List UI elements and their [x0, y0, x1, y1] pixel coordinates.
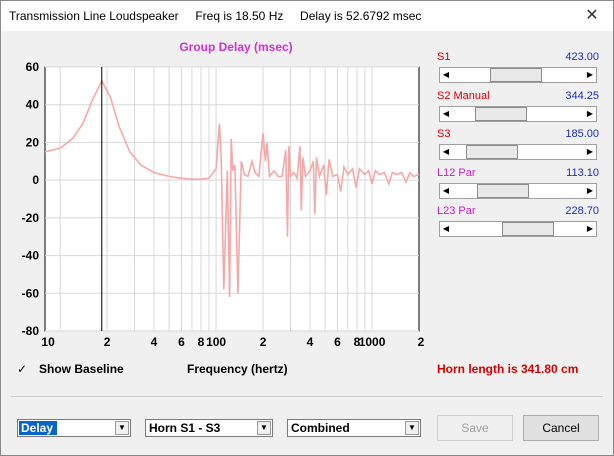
- slider-group: S2 Manual 344.25 ◀ ▶: [437, 90, 601, 128]
- slider-track[interactable]: ◀ ▶: [439, 67, 597, 83]
- x-tick-label: 2: [260, 335, 267, 349]
- show-baseline-checkbox[interactable]: ✓: [17, 362, 28, 376]
- slider-track[interactable]: ◀ ▶: [439, 182, 597, 199]
- slider-label: S2 Manual: [437, 89, 490, 102]
- slider-thumb[interactable]: [489, 68, 542, 82]
- slider-track[interactable]: ◀ ▶: [439, 144, 597, 160]
- y-tick-label: 60: [26, 60, 40, 74]
- slider-track[interactable]: ◀ ▶: [439, 221, 597, 237]
- arrow-right-icon[interactable]: ▶: [586, 185, 594, 195]
- mode-select[interactable]: Combined ▼: [287, 419, 421, 437]
- section-select[interactable]: Horn S1 - S3 ▼: [145, 419, 273, 437]
- slider-thumb[interactable]: [501, 222, 554, 236]
- y-tick-label: -60: [22, 286, 40, 300]
- arrow-left-icon[interactable]: ◀: [442, 70, 450, 79]
- slider-value: 228.70: [565, 205, 599, 217]
- slider-thumb[interactable]: [475, 106, 528, 121]
- x-tick-label: 2: [418, 335, 425, 349]
- arrow-right-icon[interactable]: ▶: [586, 147, 594, 156]
- x-tick-label: 100: [206, 335, 226, 349]
- x-tick-label: 8: [354, 335, 361, 349]
- x-tick-label: 1000: [359, 335, 386, 349]
- window-title: Transmission Line Loudspeaker Freq is 18…: [9, 9, 422, 23]
- y-tick-label: 20: [26, 135, 40, 149]
- plot-type-value: Delay: [17, 420, 59, 436]
- y-tick-label: -80: [22, 324, 40, 338]
- save-button[interactable]: Save: [437, 415, 513, 441]
- arrow-left-icon[interactable]: ◀: [442, 185, 450, 195]
- chevron-down-icon[interactable]: ▼: [115, 421, 129, 435]
- y-axis-ticks: 60 40 20 0 -20 -40 -60 -80: [22, 60, 40, 338]
- plot-type-select[interactable]: Delay ▼: [17, 419, 131, 437]
- group-delay-chart[interactable]: Group Delay (msec) 60 40 20 0 -20 -40 -60 -80 1…: [11, 37, 431, 355]
- slider-label: L12 Par: [437, 166, 476, 179]
- x-tick-label: 6: [178, 335, 185, 349]
- cancel-button[interactable]: Cancel: [523, 415, 599, 441]
- arrow-left-icon[interactable]: ◀: [442, 224, 450, 233]
- mode-value: Combined: [291, 421, 350, 435]
- close-icon[interactable]: ✕: [585, 7, 599, 24]
- group-delay-series: [44, 79, 420, 298]
- x-tick-label: 4: [151, 335, 158, 349]
- arrow-left-icon[interactable]: ◀: [442, 147, 450, 156]
- slider-value: 344.25: [565, 89, 599, 102]
- slider-thumb[interactable]: [466, 145, 519, 159]
- slider-value: 423.00: [565, 51, 599, 63]
- show-baseline-label[interactable]: Show Baseline: [39, 362, 124, 376]
- y-tick-label: -40: [22, 249, 40, 263]
- horn-length-text: Horn length is 341.80 cm: [437, 362, 579, 376]
- divider: [11, 396, 603, 397]
- x-tick-label: 8: [198, 335, 205, 349]
- slider-group: S3 185.00 ◀ ▶: [437, 128, 601, 166]
- chevron-down-icon[interactable]: ▼: [257, 421, 271, 435]
- plot-background: [44, 66, 420, 332]
- arrow-right-icon[interactable]: ▶: [586, 108, 594, 118]
- y-tick-label: 40: [26, 98, 40, 112]
- arrow-left-icon[interactable]: ◀: [442, 108, 450, 118]
- slider-group: L23 Par 228.70 ◀ ▶: [437, 205, 601, 243]
- slider-value: 185.00: [565, 128, 599, 140]
- y-tick-label: -20: [22, 211, 40, 225]
- slider-label: L23 Par: [437, 205, 476, 217]
- slider-track[interactable]: ◀ ▶: [439, 105, 597, 122]
- slider-thumb[interactable]: [476, 183, 529, 198]
- slider-group: S1 423.00 ◀ ▶: [437, 51, 601, 89]
- slider-label: S1: [437, 51, 451, 63]
- chevron-down-icon[interactable]: ▼: [405, 421, 419, 435]
- title-bar: Transmission Line Loudspeaker Freq is 18…: [1, 1, 613, 31]
- arrow-right-icon[interactable]: ▶: [586, 70, 594, 79]
- slider-group: L12 Par 113.10 ◀ ▶: [437, 167, 601, 205]
- x-tick-label: 10: [41, 335, 55, 349]
- section-value: Horn S1 - S3: [149, 421, 221, 435]
- x-tick-label: 4: [307, 335, 314, 349]
- x-tick-label: 6: [334, 335, 341, 349]
- x-tick-label: 2: [104, 335, 111, 349]
- chart-title: Group Delay (msec): [179, 40, 292, 54]
- arrow-right-icon[interactable]: ▶: [586, 224, 594, 233]
- y-tick-label: 0: [32, 173, 39, 187]
- slider-label: S3: [437, 128, 451, 140]
- chart-svg: Group Delay (msec) 60 40 20 0 -20 -40 -60 -80 1…: [22, 40, 425, 349]
- slider-value: 113.10: [566, 166, 599, 179]
- x-axis-label: Frequency (hertz): [187, 362, 288, 376]
